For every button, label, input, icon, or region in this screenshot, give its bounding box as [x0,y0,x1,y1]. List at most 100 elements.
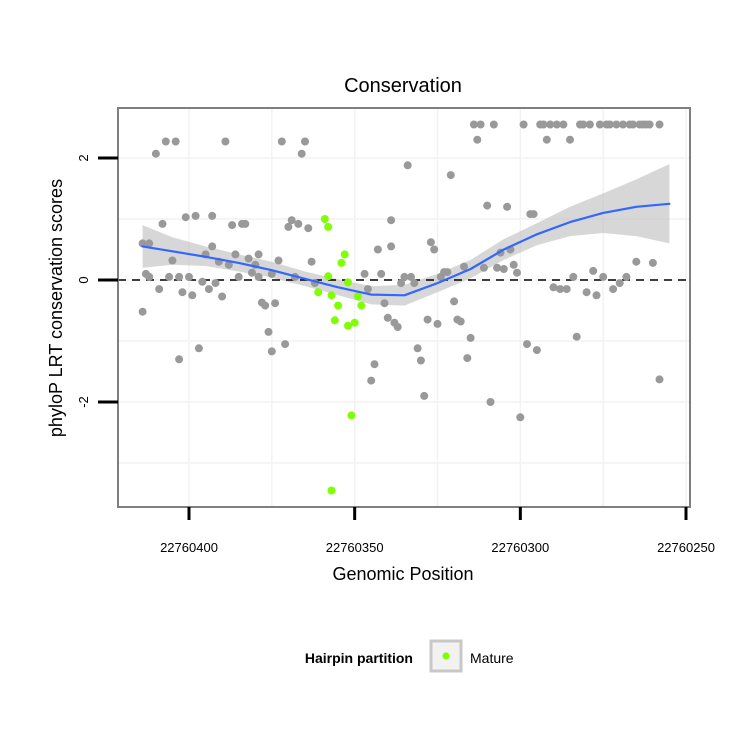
data-point [208,242,217,251]
data-point-mature [327,291,336,300]
data-point-mature [327,486,336,495]
data-point [503,202,512,211]
legend: Hairpin partition Mature [305,639,514,673]
data-point [579,120,588,129]
data-point [287,216,296,225]
data-point [572,332,581,341]
data-point [393,323,402,331]
data-point [175,272,184,281]
data-point [529,210,538,219]
data-point [297,149,306,158]
legend-label-mature: Mature [470,650,514,666]
data-point [204,285,213,294]
data-point [582,288,591,297]
data-point [420,391,429,400]
data-point-mature [337,258,346,267]
data-point [423,315,432,324]
data-point [430,245,439,254]
data-point [360,269,369,278]
plot-panel [117,107,691,508]
data-point [463,354,472,363]
data-point [469,120,478,129]
data-point [513,268,521,277]
data-point [221,137,230,146]
data-point [466,333,475,342]
data-point [476,120,485,129]
data-point [499,265,508,273]
data-point [595,120,604,129]
data-point-mature [324,272,333,281]
data-point [552,120,561,129]
data-point [589,266,598,275]
data-point [373,245,382,254]
data-point [307,257,316,266]
data-point [542,135,551,144]
data-point [284,222,293,231]
x-tick-label: 22760400 [160,540,218,555]
data-point [301,137,309,146]
x-tick-label: 22760350 [326,540,384,555]
data-point [261,301,270,310]
data-point [380,299,389,308]
data-point [248,268,256,277]
data-point-mature [344,321,352,330]
data-point [145,272,154,281]
data-point [416,356,425,365]
data-point [234,272,243,281]
data-point [592,291,601,300]
data-point [208,211,217,220]
data-point [426,238,435,247]
data-point [549,283,558,292]
data-point [655,120,664,129]
data-point-mature [350,318,359,327]
data-point [446,171,455,180]
data-point [403,161,412,170]
data-point [185,272,193,281]
data-point [645,120,654,129]
data-point [155,285,164,294]
data-point [479,263,488,272]
data-point [532,346,541,355]
data-point [397,279,406,288]
data-point [523,340,531,349]
data-point [264,327,273,336]
data-point [509,260,518,269]
data-point [254,272,263,281]
data-point [267,347,276,356]
data-point [244,254,253,263]
x-axis: 22760400 22760350 22760300 22760250 [160,507,715,555]
data-point [191,211,200,220]
y-tick-label: -2 [76,396,91,408]
data-point [377,269,386,278]
y-axis: 2 0 -2 [76,154,118,408]
data-point [605,120,614,129]
data-point [473,135,482,144]
data-point [516,413,525,422]
data-point [218,292,227,301]
data-point-mature [347,411,356,420]
y-axis-title: phyloP LRT conservation scores [46,179,66,437]
data-point [456,317,465,326]
data-point [224,260,233,269]
data-point [599,272,608,281]
data-point-mature [357,301,366,310]
x-tick-label: 22760300 [491,540,549,555]
legend-key-mature-point [442,652,450,660]
data-point-mature [340,250,349,259]
data-point [231,250,240,259]
data-point [211,279,220,288]
data-point-mature [324,222,333,231]
data-point [612,120,621,129]
data-point [450,297,459,306]
data-point [632,257,641,266]
data-point [562,285,571,294]
data-point [370,360,379,369]
data-point [178,288,187,297]
data-point [519,120,528,129]
data-point [387,216,396,225]
data-point [400,272,409,281]
data-point [566,135,574,144]
data-point [410,279,419,288]
x-axis-title: Genomic Position [332,564,473,584]
